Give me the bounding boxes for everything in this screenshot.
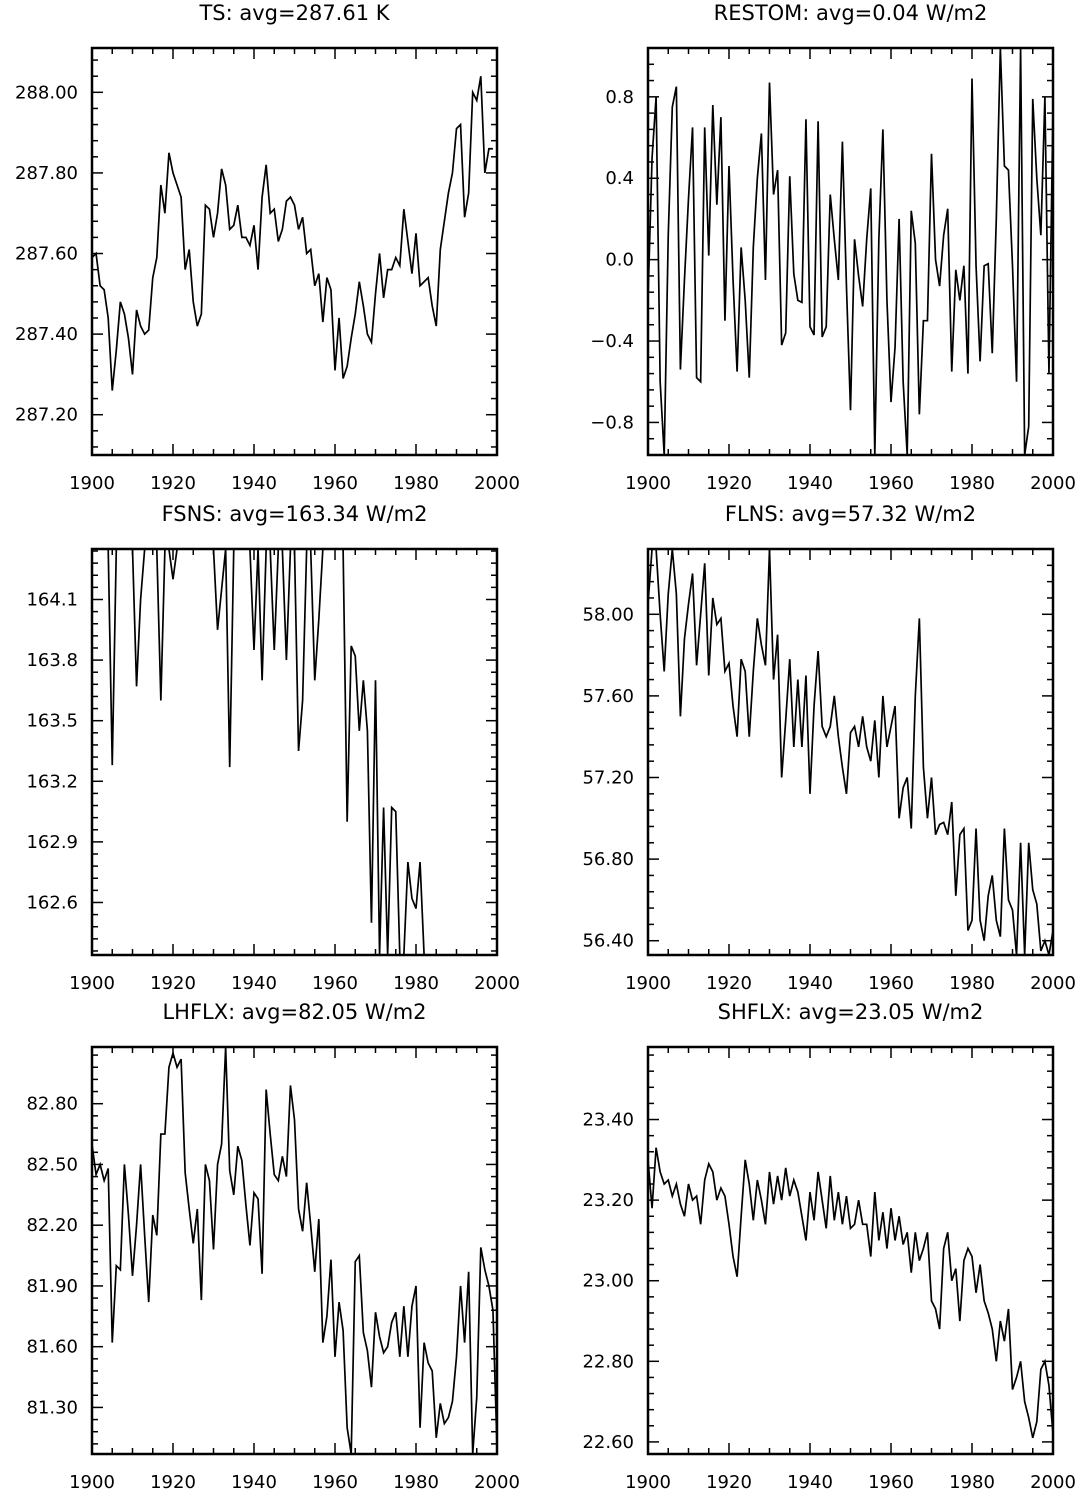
- y-tick-label: 288.00: [15, 82, 78, 103]
- x-tick-label: 1940: [231, 473, 277, 494]
- chart-title: FLNS: avg=57.32 W/m2: [725, 502, 976, 526]
- y-tick-label: 287.20: [15, 405, 78, 426]
- chart-title: RESTOM: avg=0.04 W/m2: [714, 1, 988, 25]
- panel-ts: TS: avg=287.61 K 1900 1920 1940 1960 1980 2000…: [15, 1, 520, 494]
- series-line: [92, 1047, 497, 1454]
- y-tick-label: 162.9: [26, 832, 78, 853]
- panel-fsns: FSNS: avg=163.34 W/m2 1900 1920 1940 1960 198…: [26, 502, 519, 994]
- y-tick-label: 56.40: [582, 931, 634, 952]
- y-tick-label: 22.80: [582, 1351, 634, 1372]
- y-tick-label: 81.30: [26, 1397, 78, 1418]
- y-tick-label: 57.60: [582, 686, 634, 707]
- x-tick-label: 2000: [1030, 1472, 1076, 1493]
- x-tick-label: 1940: [231, 1472, 277, 1493]
- y-tick-label: 0.0: [605, 250, 634, 271]
- y-tick-label: 0.4: [605, 168, 634, 189]
- x-tick-label: 1960: [312, 1472, 358, 1493]
- x-tick-label: 1900: [625, 1472, 671, 1493]
- x-tick-label: 2000: [1030, 973, 1076, 994]
- x-tick-label: 1920: [150, 1472, 196, 1493]
- y-tick-label: −0.8: [590, 412, 634, 433]
- y-tick-label: 56.80: [582, 849, 634, 870]
- x-tick-label: 1900: [625, 473, 671, 494]
- x-tick-label: 2000: [474, 973, 520, 994]
- chart-title: TS: avg=287.61 K: [198, 1, 390, 25]
- plot-frame: [646, 547, 1055, 957]
- plot-frame: [90, 46, 499, 457]
- chart-title: LHFLX: avg=82.05 W/m2: [162, 1000, 426, 1024]
- y-tick-label: −0.4: [590, 331, 634, 352]
- x-tick-label: 1900: [625, 973, 671, 994]
- y-tick-label: 164.1: [26, 589, 78, 610]
- y-tick-label: 57.20: [582, 768, 634, 789]
- panel-shflx: SHFLX: avg=23.05 W/m2 1900 1920 1940 1960 198…: [582, 1000, 1075, 1493]
- y-tick-label: 163.2: [26, 771, 78, 792]
- x-tick-label: 1980: [393, 1472, 439, 1493]
- series-line: [648, 48, 1053, 455]
- y-tick-label: 58.00: [582, 604, 634, 625]
- y-tick-label: 23.20: [582, 1190, 634, 1211]
- panel-flns: FLNS: avg=57.32 W/m2 1900 1920 1940 1960 1980…: [582, 502, 1075, 994]
- x-tick-label: 2000: [1030, 473, 1076, 494]
- plot-frame: [646, 1045, 1055, 1456]
- x-tick-label: 1980: [949, 473, 995, 494]
- y-tick-label: 287.40: [15, 324, 78, 345]
- x-tick-label: 1920: [150, 473, 196, 494]
- x-tick-label: 1900: [69, 973, 115, 994]
- y-tick-label: 81.60: [26, 1337, 78, 1358]
- x-tick-label: 1980: [393, 473, 439, 494]
- x-tick-label: 1940: [787, 1472, 833, 1493]
- x-tick-label: 1940: [231, 973, 277, 994]
- series-line: [92, 76, 493, 391]
- y-tick-label: 22.60: [582, 1432, 634, 1453]
- y-tick-label: 163.5: [26, 711, 78, 732]
- chart-title: SHFLX: avg=23.05 W/m2: [718, 1000, 984, 1024]
- x-tick-label: 1900: [69, 473, 115, 494]
- x-tick-label: 2000: [474, 473, 520, 494]
- y-tick-label: 23.00: [582, 1271, 634, 1292]
- x-tick-label: 1960: [868, 1472, 914, 1493]
- x-tick-label: 1960: [312, 473, 358, 494]
- x-tick-label: 1980: [949, 973, 995, 994]
- x-tick-label: 1960: [868, 473, 914, 494]
- x-tick-label: 1940: [787, 473, 833, 494]
- x-tick-label: 1980: [949, 1472, 995, 1493]
- panel-restom: RESTOM: avg=0.04 W/m2 1900 1920 1940 1960 198…: [590, 1, 1076, 494]
- y-tick-label: 23.40: [582, 1110, 634, 1131]
- panel-lhflx: LHFLX: avg=82.05 W/m2 1900 1920 1940 1960 198…: [26, 1000, 519, 1493]
- plot-frame: [90, 1045, 499, 1456]
- y-tick-label: 82.80: [26, 1094, 78, 1115]
- x-tick-label: 1920: [706, 1472, 752, 1493]
- series-line: [648, 1147, 1053, 1439]
- y-tick-label: 163.8: [26, 650, 78, 671]
- x-tick-label: 1920: [706, 973, 752, 994]
- y-tick-label: 287.60: [15, 244, 78, 265]
- x-tick-label: 1980: [393, 973, 439, 994]
- x-tick-label: 1940: [787, 973, 833, 994]
- series-line: [648, 549, 1053, 955]
- y-tick-label: 0.8: [605, 87, 634, 108]
- x-tick-label: 1960: [312, 973, 358, 994]
- x-tick-label: 1960: [868, 973, 914, 994]
- y-tick-label: 82.50: [26, 1154, 78, 1175]
- y-tick-label: 81.90: [26, 1276, 78, 1297]
- series-line: [92, 549, 493, 955]
- y-tick-label: 162.6: [26, 892, 78, 913]
- x-tick-label: 1920: [706, 473, 752, 494]
- plot-frame: [90, 547, 499, 957]
- y-tick-label: 82.20: [26, 1215, 78, 1236]
- x-tick-label: 2000: [474, 1472, 520, 1493]
- x-tick-label: 1920: [150, 973, 196, 994]
- x-tick-label: 1900: [69, 1472, 115, 1493]
- chart-title: FSNS: avg=163.34 W/m2: [162, 502, 428, 526]
- y-tick-label: 287.80: [15, 163, 78, 184]
